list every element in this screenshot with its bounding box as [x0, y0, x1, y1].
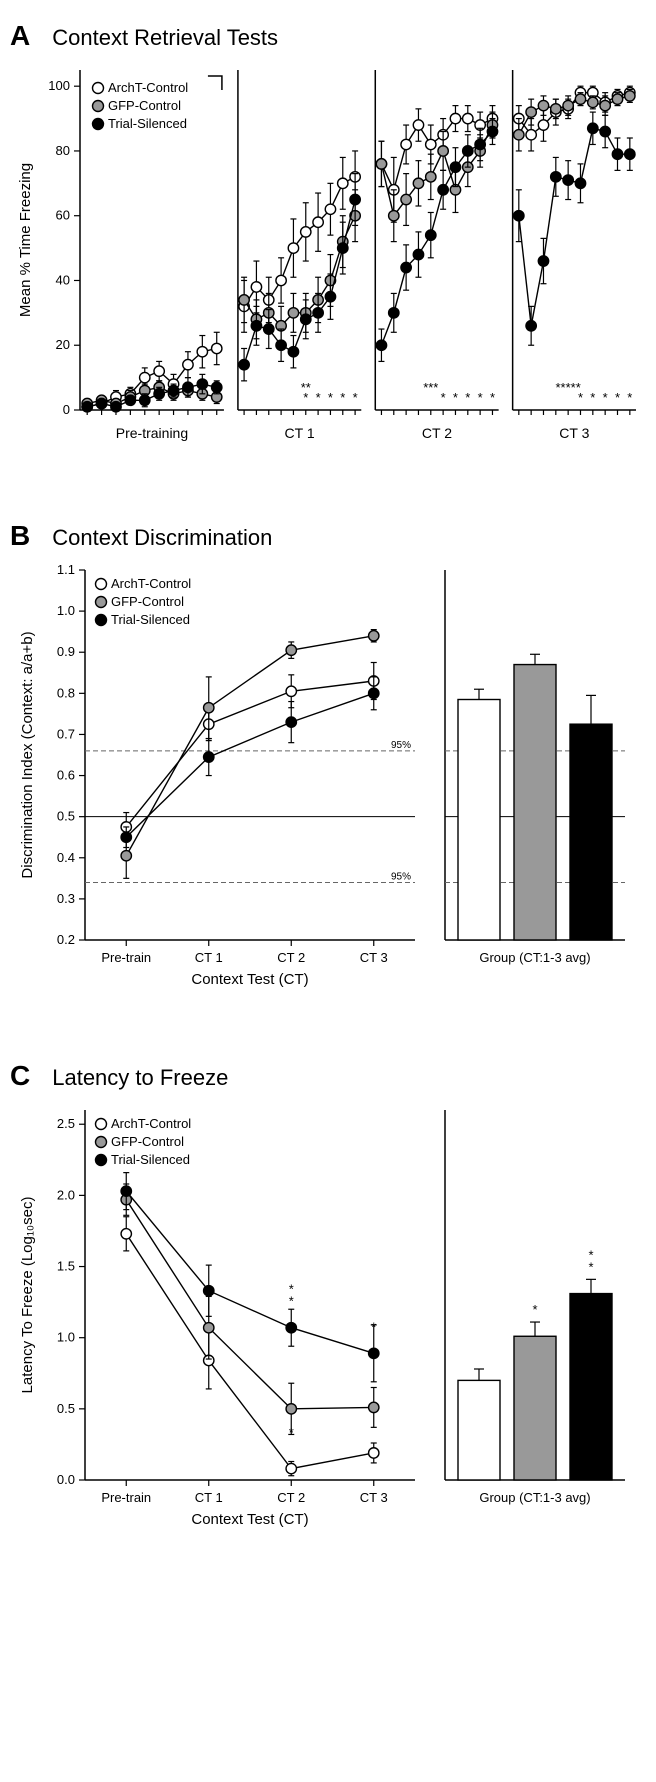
svg-text:1.5: 1.5 [57, 1259, 75, 1274]
panel-a-header: A Context Retrieval Tests [10, 20, 646, 52]
svg-text:1.0: 1.0 [57, 603, 75, 618]
panel-b-chart: 0.2 0.3 0.4 0.5 0.6 0.7 0.8 0.9 1.0 1.1 Discrimina… [10, 560, 646, 1020]
svg-text:Context Test (CT): Context Test (CT) [191, 1511, 308, 1528]
svg-text:*: * [289, 1282, 294, 1297]
svg-text:Mean % Time Freezing: Mean % Time Freezing [17, 163, 34, 317]
svg-text:CT 2: CT 2 [277, 1490, 305, 1505]
svg-text:Pre-train: Pre-train [101, 1490, 151, 1505]
svg-text:*: * [441, 390, 446, 405]
svg-text:0.2: 0.2 [57, 932, 75, 947]
svg-text:Trial-Silenced: Trial-Silenced [108, 116, 187, 131]
svg-text:0: 0 [63, 402, 70, 417]
svg-text:CT 3: CT 3 [360, 950, 388, 965]
svg-text:0.8: 0.8 [57, 685, 75, 700]
svg-text:ArchT-Control: ArchT-Control [111, 1116, 191, 1131]
svg-text:*: * [316, 390, 321, 405]
svg-text:Group (CT:1-3 avg): Group (CT:1-3 avg) [479, 950, 590, 965]
svg-text:Group (CT:1-3 avg): Group (CT:1-3 avg) [479, 1490, 590, 1505]
svg-text:2.5: 2.5 [57, 1116, 75, 1131]
panel-b-letter: B [10, 520, 30, 552]
svg-text:1.1: 1.1 [57, 562, 75, 577]
svg-text:0.0: 0.0 [57, 1472, 75, 1487]
svg-text:80: 80 [56, 143, 70, 158]
svg-text:Trial-Silenced: Trial-Silenced [111, 612, 190, 627]
svg-text:*: * [532, 1302, 537, 1317]
panel-c-chart: 0.0 0.5 1.0 1.5 2.0 2.5 Latency To Freeze (Log… [10, 1100, 646, 1560]
svg-text:*: * [588, 1247, 593, 1262]
svg-text:0.6: 0.6 [57, 768, 75, 783]
svg-text:2.0: 2.0 [57, 1187, 75, 1202]
svg-text:0.7: 0.7 [57, 726, 75, 741]
svg-text:*: * [465, 390, 470, 405]
svg-text:0.5: 0.5 [57, 809, 75, 824]
svg-text:GFP-Control: GFP-Control [111, 1134, 184, 1149]
panel-a: A Context Retrieval Tests 0 20 40 60 80 100 Me… [10, 20, 646, 480]
svg-text:Pre-training: Pre-training [116, 425, 188, 441]
svg-text:*: * [340, 390, 345, 405]
panel-c-letter: C [10, 1060, 30, 1092]
svg-text:95%: 95% [391, 740, 411, 751]
svg-text:*: * [490, 390, 495, 405]
svg-text:*: * [353, 390, 358, 405]
svg-text:20: 20 [56, 337, 70, 352]
svg-text:Context Test (CT): Context Test (CT) [191, 971, 308, 988]
svg-text:*: * [478, 390, 483, 405]
svg-text:*: * [303, 390, 308, 405]
svg-text:*: * [328, 390, 333, 405]
svg-text:CT 1: CT 1 [195, 950, 223, 965]
panel-a-letter: A [10, 20, 30, 52]
panel-b-title: Context Discrimination [52, 525, 272, 551]
svg-text:CT 1: CT 1 [285, 425, 315, 441]
svg-text:CT 2: CT 2 [422, 425, 452, 441]
svg-text:0.4: 0.4 [57, 850, 75, 865]
svg-text:*: * [453, 390, 458, 405]
svg-text:CT 2: CT 2 [277, 950, 305, 965]
svg-text:GFP-Control: GFP-Control [111, 594, 184, 609]
svg-text:100: 100 [48, 78, 70, 93]
svg-text:*: * [603, 390, 608, 405]
svg-text:*: * [615, 390, 620, 405]
panel-c-title: Latency to Freeze [52, 1065, 228, 1091]
svg-text:*: * [578, 390, 583, 405]
svg-text:*: * [289, 1425, 294, 1440]
svg-text:CT 1: CT 1 [195, 1490, 223, 1505]
panel-a-title: Context Retrieval Tests [52, 25, 278, 51]
svg-text:Discrimination Index (Context:: Discrimination Index (Context: a/a+b) [19, 631, 36, 878]
svg-text:***: *** [423, 380, 438, 395]
svg-text:ArchT-Control: ArchT-Control [111, 576, 191, 591]
svg-text:Pre-train: Pre-train [101, 950, 151, 965]
svg-text:95%: 95% [391, 871, 411, 882]
panel-a-chart: 0 20 40 60 80 100 Mean % Time Freezing Pre-trai… [10, 60, 646, 480]
svg-text:60: 60 [56, 208, 70, 223]
panel-b-header: B Context Discrimination [10, 520, 646, 552]
svg-text:ArchT-Control: ArchT-Control [108, 80, 188, 95]
svg-text:CT 3: CT 3 [360, 1490, 388, 1505]
svg-text:0.5: 0.5 [57, 1401, 75, 1416]
panel-b: B Context Discrimination 0.2 0.3 0.4 0.5 0.6… [10, 520, 646, 1020]
svg-text:Latency To Freeze (Log₁₀sec): Latency To Freeze (Log₁₀sec) [19, 1197, 36, 1394]
svg-text:GFP-Control: GFP-Control [108, 98, 181, 113]
svg-text:*: * [590, 390, 595, 405]
svg-text:0.3: 0.3 [57, 891, 75, 906]
svg-text:*: * [371, 1319, 376, 1334]
panel-c-header: C Latency to Freeze [10, 1060, 646, 1092]
svg-text:Trial-Silenced: Trial-Silenced [111, 1152, 190, 1167]
svg-text:1.0: 1.0 [57, 1330, 75, 1345]
svg-text:CT 3: CT 3 [559, 425, 589, 441]
panel-c: C Latency to Freeze 0.0 0.5 1.0 1.5 2.0 2.5 La… [10, 1060, 646, 1560]
svg-text:0.9: 0.9 [57, 644, 75, 659]
svg-text:*: * [627, 390, 632, 405]
svg-text:40: 40 [56, 272, 70, 287]
